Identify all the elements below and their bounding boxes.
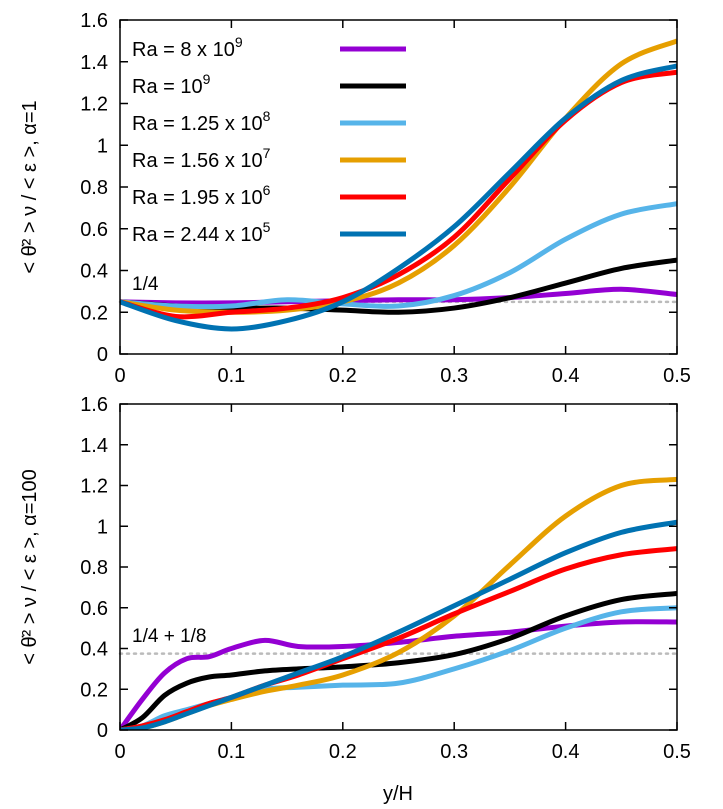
top-y-tick-label: 1 bbox=[97, 135, 108, 157]
top-y-tick-label: 1.2 bbox=[80, 94, 108, 116]
bottom-x-tick-label: 0.2 bbox=[329, 741, 357, 763]
top-series-line-2 bbox=[120, 201, 677, 310]
top-y-tick-label: 1.4 bbox=[80, 52, 108, 74]
legend: Ra = 8 x 109 Ra = 109 Ra = 1.25 x 108 Ra = … bbox=[132, 34, 406, 246]
top-tick-labels: 0 0.1 0.2 0.3 0.4 0.5 0 0.2 0.4 0.6 0.8 1 1.2 1.4 1.6 bbox=[80, 10, 691, 387]
x-axis-title: y/H bbox=[383, 783, 413, 805]
top-x-tick-label: 0.3 bbox=[440, 365, 468, 387]
bottom-series-line-5 bbox=[120, 519, 677, 730]
bottom-x-tick-label: 0.5 bbox=[663, 741, 691, 763]
bottom-series-line-0 bbox=[120, 619, 677, 730]
bottom-x-tick-label: 0 bbox=[114, 741, 125, 763]
legend-label-4: Ra = 1.95 x 106 bbox=[132, 182, 271, 209]
top-x-tick-label: 0 bbox=[114, 365, 125, 387]
legend-label-3: Ra = 1.56 x 107 bbox=[132, 145, 271, 172]
top-y-tick-label: 0.4 bbox=[80, 261, 108, 283]
top-panel: 0 0.1 0.2 0.3 0.4 0.500.20.40.60.811.21.41.6 … bbox=[19, 10, 691, 387]
bottom-y-tick-label: 0.8 bbox=[80, 557, 108, 579]
bottom-y-tick-label: 0.4 bbox=[80, 639, 108, 661]
bottom-y-tick-label: 0.6 bbox=[80, 598, 108, 620]
bottom-tick-labels: 0 0.1 0.2 0.3 0.4 0.5 0 0.2 0.4 0.6 0.8 1 1.2 1.4 1.6 bbox=[80, 394, 691, 763]
bottom-y-tick-label: 0 bbox=[97, 720, 108, 742]
legend-label-0: Ra = 8 x 109 bbox=[132, 34, 243, 61]
bottom-panel: 0 0.1 0.2 0.3 0.4 0.500.20.40.60.811.21.41.6 … bbox=[19, 394, 691, 805]
top-series-layer bbox=[120, 38, 677, 332]
top-y-tick-label: 0 bbox=[97, 344, 108, 366]
top-y-tick-label: 0.2 bbox=[80, 302, 108, 324]
top-x-tick-label: 0.5 bbox=[663, 365, 691, 387]
top-y-tick-label: 0.6 bbox=[80, 219, 108, 241]
bottom-series-layer bbox=[120, 476, 677, 730]
legend-label-5: Ra = 2.44 x 105 bbox=[132, 219, 271, 246]
top-series-line-5 bbox=[120, 63, 677, 332]
bottom-series-line-1 bbox=[120, 591, 677, 730]
top-reference-label: 1/4 bbox=[132, 274, 159, 295]
bottom-ticks bbox=[119, 403, 678, 731]
bottom-y-tick-label: 1.4 bbox=[80, 435, 108, 457]
top-x-tick-label: 0.4 bbox=[552, 365, 580, 387]
top-ticks bbox=[119, 19, 678, 355]
top-y-axis-title: < θ̇² > ν / < ε >, α=1 bbox=[19, 100, 41, 273]
top-y-tick-label: 1.6 bbox=[80, 10, 108, 32]
bottom-y-tick-label: 1.6 bbox=[80, 394, 108, 416]
bottom-reference-label: 1/4 + 1/8 bbox=[132, 626, 206, 647]
top-series-line-0 bbox=[120, 286, 677, 306]
bottom-y-tick-label: 1 bbox=[97, 516, 108, 538]
bottom-y-axis-title: < θ̇² > ν / < ε >, α=100 bbox=[19, 469, 41, 665]
bottom-x-tick-label: 0.3 bbox=[440, 741, 468, 763]
top-x-tick-label: 0.1 bbox=[217, 365, 245, 387]
bottom-x-tick-label: 0.4 bbox=[552, 741, 580, 763]
bottom-x-tick-label: 0.1 bbox=[217, 741, 245, 763]
legend-label-2: Ra = 1.25 x 108 bbox=[132, 108, 271, 135]
top-y-tick-label: 0.8 bbox=[80, 177, 108, 199]
legend-label-1: Ra = 109 bbox=[132, 71, 211, 98]
bottom-y-tick-label: 0.2 bbox=[80, 679, 108, 701]
bottom-y-tick-label: 1.2 bbox=[80, 476, 108, 498]
top-x-tick-label: 0.2 bbox=[329, 365, 357, 387]
